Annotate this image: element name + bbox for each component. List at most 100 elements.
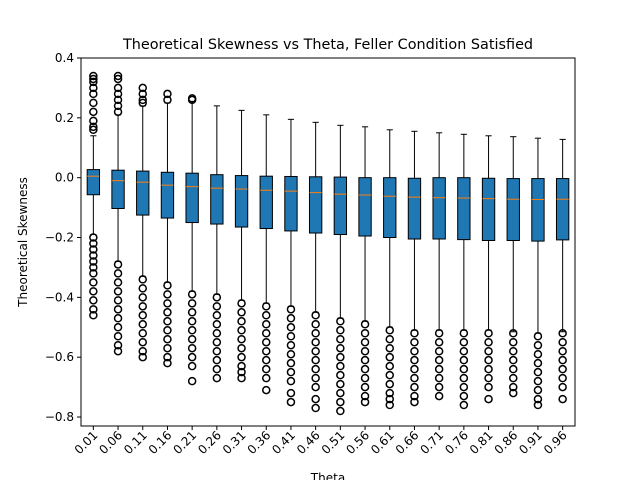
flier <box>89 278 98 287</box>
box <box>234 175 249 228</box>
flier <box>89 251 98 260</box>
flier <box>212 364 222 374</box>
flier <box>385 334 394 344</box>
flier <box>410 346 419 356</box>
flier <box>434 337 444 347</box>
flier <box>262 302 271 311</box>
flier <box>138 352 147 362</box>
flier <box>113 107 123 117</box>
flier <box>459 382 469 392</box>
flier <box>262 364 271 374</box>
flier <box>212 355 222 365</box>
flier <box>113 95 123 105</box>
flier <box>212 320 222 329</box>
flier <box>89 83 98 93</box>
flier <box>360 382 370 392</box>
flier <box>89 311 98 320</box>
flier <box>336 343 345 353</box>
flier <box>558 337 567 347</box>
flier <box>212 346 222 356</box>
flier <box>187 334 197 344</box>
flier <box>262 373 271 383</box>
flier <box>509 355 518 365</box>
flier <box>163 326 172 335</box>
flier <box>434 329 444 338</box>
flier <box>558 382 567 392</box>
flier <box>558 394 567 404</box>
flier <box>187 308 197 317</box>
flier <box>311 355 320 365</box>
flier <box>113 71 123 81</box>
flier <box>434 391 444 401</box>
flier <box>311 403 320 413</box>
flier <box>410 364 419 374</box>
flier <box>163 89 172 99</box>
flier <box>509 373 518 383</box>
flier <box>311 329 320 338</box>
flier <box>113 83 123 93</box>
flier <box>336 370 345 380</box>
flier <box>558 329 567 338</box>
flier <box>336 326 345 335</box>
flier <box>385 388 394 398</box>
flier <box>558 364 567 374</box>
flier <box>262 355 271 365</box>
y-tick-label: 0.4 <box>55 51 74 65</box>
y-tick-label: −0.2 <box>45 231 74 245</box>
flier <box>89 98 98 108</box>
flier <box>509 388 518 398</box>
flier <box>484 329 493 338</box>
flier <box>89 269 98 278</box>
flier <box>89 245 98 254</box>
flier <box>163 334 172 344</box>
flier <box>286 305 296 314</box>
box <box>259 175 273 230</box>
box <box>136 170 150 216</box>
flier <box>187 352 197 362</box>
flier <box>311 337 320 347</box>
y-tick-label: −0.8 <box>45 410 74 424</box>
flier <box>385 343 394 353</box>
flier <box>336 361 345 371</box>
flier <box>262 320 271 329</box>
flier <box>533 385 543 395</box>
flier <box>286 358 296 368</box>
box <box>284 175 298 232</box>
y-tick-label: −0.4 <box>45 290 74 304</box>
flier <box>163 95 172 105</box>
chart-title: Theoretical Skewness vs Theta, Feller Co… <box>122 37 533 53</box>
flier <box>212 337 222 347</box>
flier <box>187 290 197 299</box>
y-axis-label: Theoretical Skewness <box>16 177 30 308</box>
flier <box>187 343 197 353</box>
flier <box>459 373 469 383</box>
flier <box>187 95 197 105</box>
flier <box>533 394 543 404</box>
flier <box>410 382 419 392</box>
flier <box>286 388 296 398</box>
box <box>407 177 422 240</box>
flier <box>237 361 246 371</box>
x-axis-label: Theta <box>310 471 345 480</box>
flier <box>385 352 394 362</box>
flier <box>89 239 98 248</box>
flier <box>89 116 98 126</box>
flier <box>89 122 98 132</box>
flier <box>163 343 172 353</box>
flier <box>138 275 147 284</box>
flier <box>113 331 123 341</box>
flier <box>237 352 246 362</box>
flier <box>484 394 493 404</box>
flier <box>410 337 419 347</box>
flier <box>187 361 197 371</box>
flier <box>558 373 567 383</box>
flier <box>187 376 197 386</box>
flier <box>410 373 419 383</box>
flier <box>533 358 543 368</box>
flier <box>262 346 271 356</box>
box <box>457 177 471 241</box>
flier <box>163 281 172 290</box>
flier <box>360 337 370 347</box>
box <box>506 178 520 242</box>
flier <box>187 326 197 335</box>
